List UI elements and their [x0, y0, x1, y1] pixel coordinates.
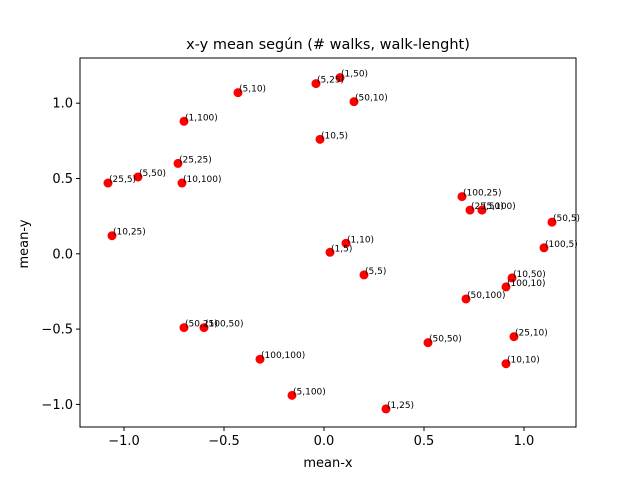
- point-labels: (1,50)(5,25) (5,10) (50,10) (1,100) (10,5) (2…: [109, 70, 580, 411]
- point-label: (100,10): [507, 279, 546, 289]
- point-label: (25,25): [179, 155, 212, 165]
- data-point: [423, 338, 433, 348]
- point-label: (5,25): [317, 76, 344, 86]
- data-point: [547, 217, 557, 227]
- data-point: [501, 359, 511, 369]
- data-point: [315, 134, 325, 144]
- y-tick-label: 0.5: [52, 172, 73, 187]
- point-label: (1,50): [341, 70, 368, 80]
- data-point: [255, 354, 265, 364]
- x-tick-label: 0.5: [414, 434, 435, 449]
- data-points: [103, 73, 557, 414]
- point-label: (1,25): [387, 401, 414, 411]
- x-tick-label: 1.0: [514, 434, 535, 449]
- data-point: [335, 73, 345, 83]
- point-label: (10,5): [321, 131, 348, 141]
- data-point: [325, 247, 335, 257]
- data-point: [341, 238, 351, 248]
- point-label: (1,10): [347, 235, 374, 245]
- point-label: (5,50): [139, 169, 166, 179]
- point-label: (100,5): [545, 240, 578, 250]
- data-point: [133, 172, 143, 182]
- point-label: (1,100): [185, 113, 218, 123]
- data-point: [509, 332, 519, 342]
- axis-ticks: −1.0 −0.5 0.0 0.5 1.0 −1.0 −0.5 0.0 0.5 1.0: [41, 97, 534, 449]
- x-axis-label: mean-x: [303, 456, 353, 471]
- data-point: [477, 205, 487, 215]
- data-point: [465, 205, 475, 215]
- point-label: (100,25): [463, 189, 502, 199]
- data-point: [287, 390, 297, 400]
- y-tick-label: −0.5: [41, 323, 73, 338]
- data-point: [349, 97, 359, 107]
- point-label: (25,50): [471, 202, 504, 212]
- y-tick-label: 0.0: [52, 247, 73, 262]
- data-point: [107, 231, 117, 241]
- point-label: (50,100): [467, 291, 506, 301]
- data-point: [103, 178, 113, 188]
- y-tick-label: −1.0: [41, 398, 73, 413]
- y-axis-label: mean-y: [17, 219, 32, 268]
- x-tick-label: −0.5: [208, 434, 240, 449]
- data-point: [507, 273, 517, 283]
- point-label: (10,10): [507, 356, 540, 366]
- data-point: [199, 323, 209, 333]
- data-point: [457, 192, 467, 202]
- point-label: (25,5): [109, 175, 136, 185]
- point-label: (50,50): [429, 335, 462, 345]
- chart-title: x-y mean según (# walks, walk-lenght): [186, 37, 470, 53]
- point-label: (10,50): [513, 270, 546, 280]
- data-point: [173, 158, 183, 168]
- point-label: (1,5): [331, 244, 352, 254]
- point-label: (10,100): [183, 175, 222, 185]
- y-tick-label: 1.0: [52, 97, 73, 112]
- data-point: [359, 270, 369, 280]
- point-label: (50,25): [185, 320, 218, 330]
- point-label: (5,100): [293, 387, 326, 397]
- point-label: (100,100): [261, 351, 305, 361]
- point-label: (100,50): [205, 320, 244, 330]
- plot-area-frame: [79, 57, 577, 428]
- point-label: (10,25): [113, 228, 146, 238]
- data-point: [179, 323, 189, 333]
- x-tick-label: −1.0: [108, 434, 140, 449]
- data-point: [233, 88, 243, 98]
- data-point: [381, 404, 391, 414]
- data-point: [461, 294, 471, 304]
- point-label: (5,5): [365, 267, 386, 277]
- point-label: (50,5): [553, 214, 580, 224]
- point-label: (5,10): [239, 85, 266, 95]
- data-point: [177, 178, 187, 188]
- data-point: [311, 79, 321, 89]
- point-label: (5,100): [483, 202, 516, 212]
- point-label: (50,10): [355, 94, 388, 104]
- data-point: [501, 282, 511, 292]
- point-label: (25,10): [515, 329, 548, 339]
- data-point: [179, 116, 189, 126]
- x-tick-label: 0.0: [314, 434, 335, 449]
- data-point: [539, 243, 549, 253]
